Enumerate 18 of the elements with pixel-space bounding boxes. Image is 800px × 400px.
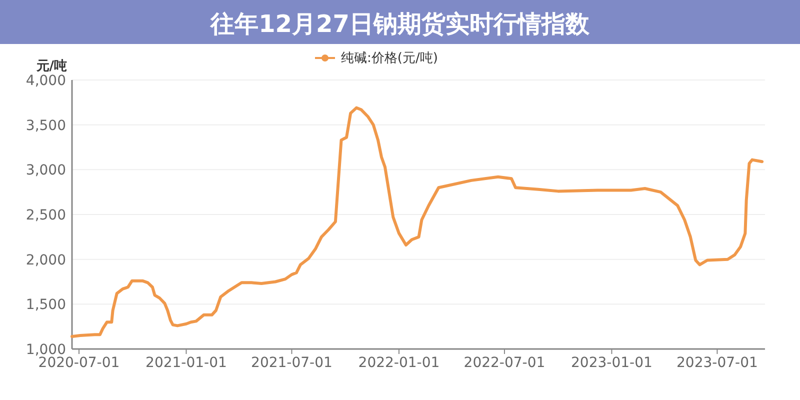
x-tick-label: 2023-01-01 (571, 355, 652, 371)
x-tick-label: 2022-07-01 (464, 355, 546, 371)
y-axis-title: 元/吨 (35, 59, 67, 74)
y-tick-label: 3,500 (26, 118, 66, 134)
legend-label: 纯碱:价格(元/吨) (341, 51, 438, 66)
x-tick-label: 2020-07-01 (38, 355, 120, 371)
chart-title: 往年12月27日钠期货实时行情指数 (210, 10, 590, 38)
y-tick-label: 1,500 (26, 297, 66, 314)
x-tick-label: 2021-01-01 (146, 355, 227, 371)
line-series (70, 106, 764, 338)
x-tick-label: 2022-01-01 (358, 355, 440, 371)
y-tick-label: 1,000 (26, 342, 66, 358)
x-tick-label: 2021-07-01 (251, 355, 332, 371)
x-tick-label: 2023-07-01 (676, 355, 758, 371)
y-tick-label: 2,500 (26, 208, 66, 224)
y-tick-label: 3,000 (26, 162, 66, 179)
y-tick-label: 4,000 (26, 73, 66, 89)
y-tick-label: 2,000 (26, 252, 66, 268)
